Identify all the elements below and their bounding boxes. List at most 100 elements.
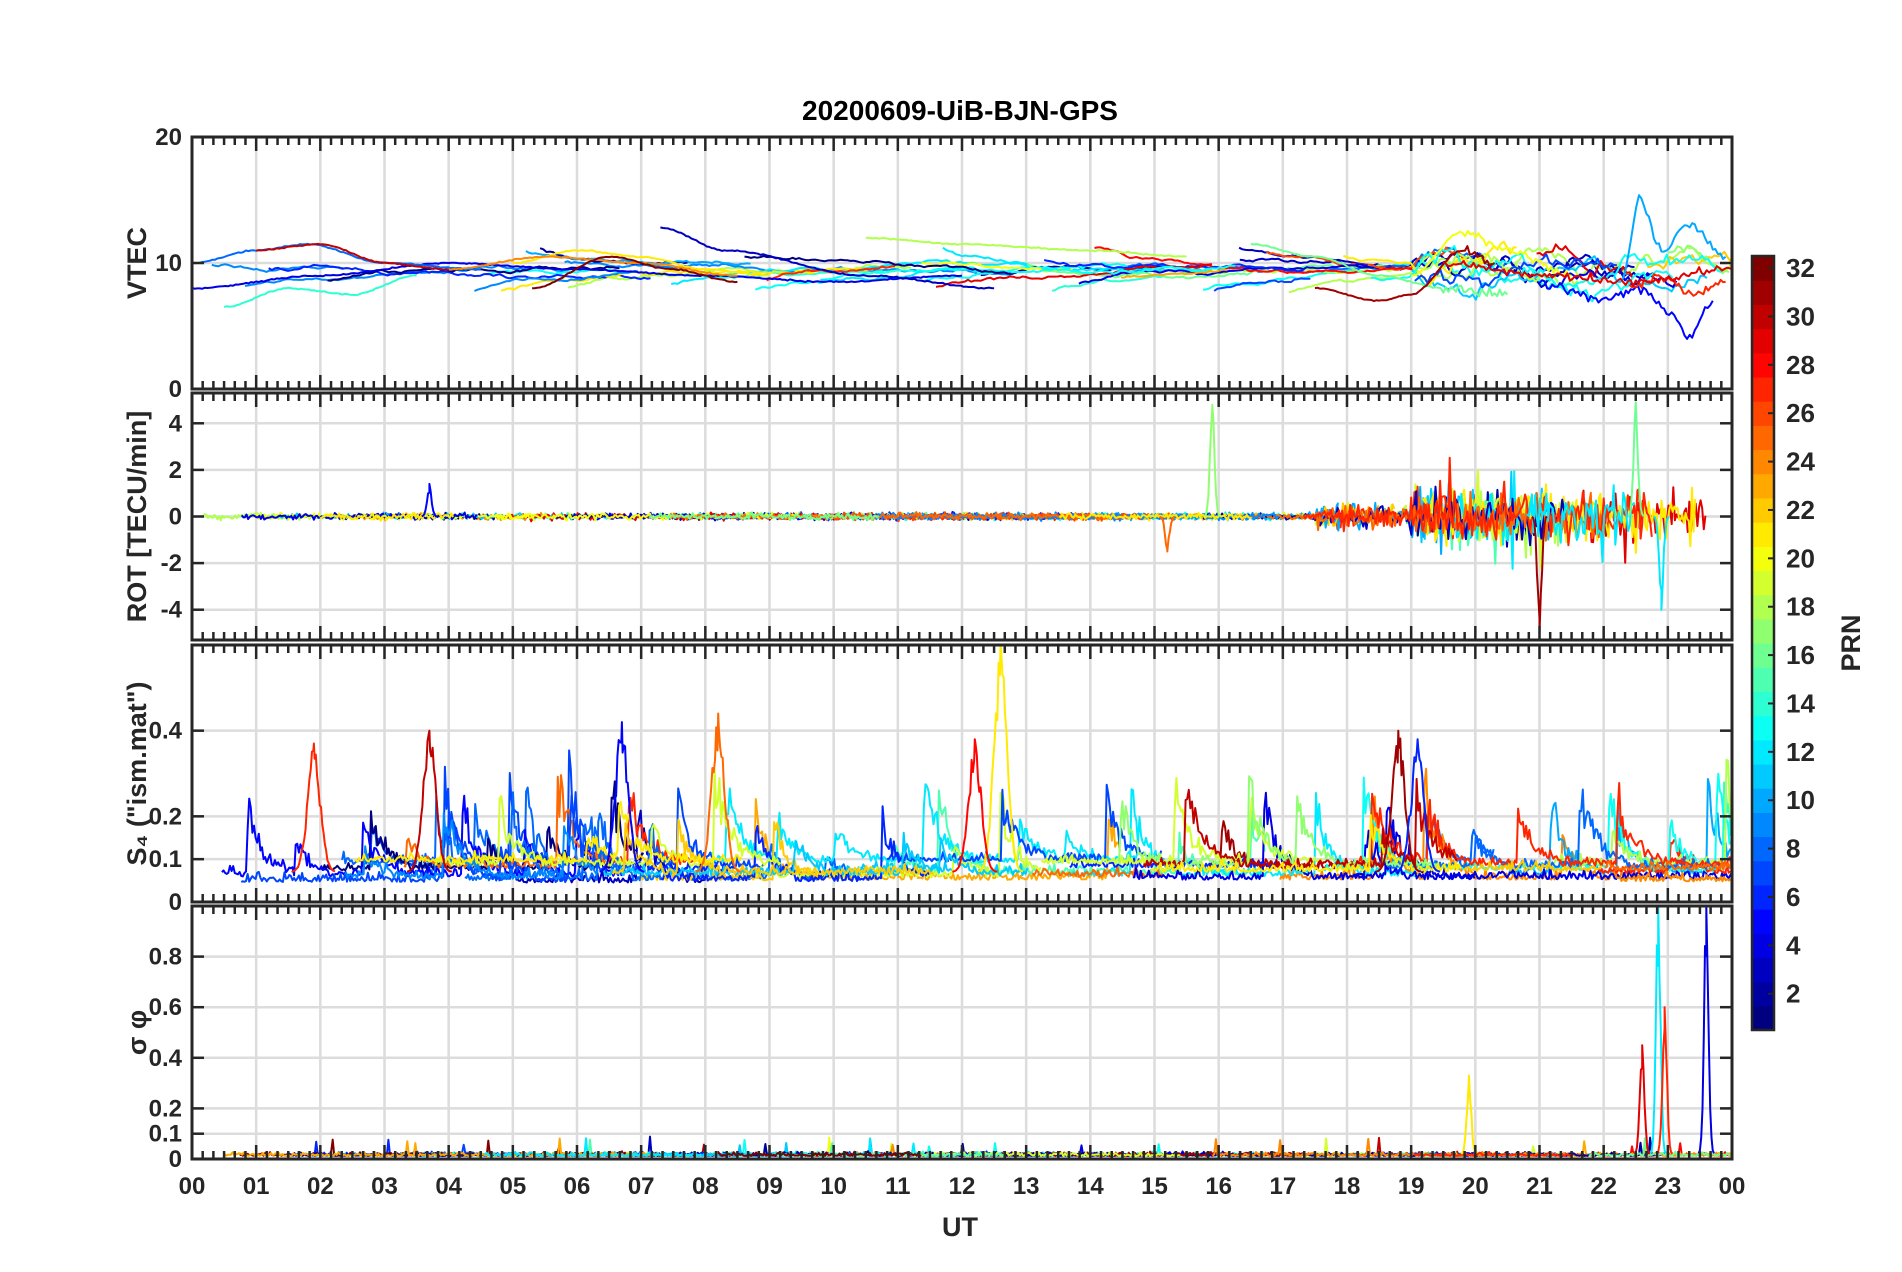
vtec-trace-prn-11 [1411,255,1708,301]
vtec-trace-prn-13 [921,264,1236,282]
rot-trace-prn-16 [648,511,880,522]
colorbar-cell-prn-13 [1752,715,1774,741]
sigma_phi-y-axis-label: σ φ [122,1010,152,1055]
colorbar-cell-prn-18 [1752,594,1774,620]
x-tick-label: 17 [1269,1173,1296,1200]
x-tick-labels: 00 01 02 03 04 05 06 07 08 09 10 11 12 13 14 15 16 17 18 19… [179,1173,1746,1200]
colorbar-cell-prn-23 [1752,473,1774,499]
vtec-trace-prn-23 [1121,268,1228,279]
s4-spike-prn-31 [1375,729,1422,873]
colorbar-cell-prn-21 [1752,522,1774,547]
colorbar-cell-prn-4 [1752,933,1774,959]
colorbar-cell-prn-6 [1752,884,1774,910]
rot-trace-prn-25 [668,511,1111,522]
rot-y-tick-label: 0 [169,504,182,531]
panel-s4: 0 0.1 0.2 0.4S₄ ("ism.mat") [122,643,1734,916]
colorbar-cell-prn-25 [1752,425,1774,451]
x-tick-label: 16 [1205,1173,1232,1200]
s4-trace-prn-25 [1031,865,1164,878]
rot-trace-prn-4 [240,511,478,521]
x-tick-label: 21 [1526,1173,1553,1200]
colorbar-cell-prn-9 [1752,812,1774,838]
colorbar-cell-prn-5 [1752,909,1774,934]
colorbar-cell-prn-1 [1752,1005,1774,1031]
s4-spike-prn-28 [952,738,998,873]
sigma_phi-y-tick-label: 0.2 [149,1095,182,1122]
colorbar-cell-prn-10 [1752,788,1774,813]
x-tick-label: 18 [1334,1173,1361,1200]
x-tick-label: 04 [435,1173,462,1200]
x-tick-label: 12 [949,1173,976,1200]
vtec-series-prn-8 [192,242,481,271]
colorbar-tick-label: 12 [1786,737,1815,767]
s4-spike-prn-21 [977,645,1024,873]
colorbar-cell-prn-3 [1752,957,1774,983]
colorbar-cell-prn-12 [1752,739,1774,765]
colorbar-tick-label: 32 [1786,253,1815,283]
sigma_phi-trace-prn-27 [1413,1150,1574,1157]
rot-traces [203,401,1707,634]
vtec-series-prn-29 [1442,260,1732,288]
vtec-trace-prn-22 [1647,250,1732,270]
colorbar-cell-prn-8 [1752,836,1774,862]
colorbar-tick-label: 26 [1786,398,1815,428]
colorbar-tick-label: 2 [1786,979,1800,1009]
vtec-series-prn-20 [1410,229,1572,277]
x-tick-label: 03 [371,1173,398,1200]
vtec-x-ticks [190,137,1734,389]
rot-spike-prn-5 [421,482,438,518]
x-tick-label: 13 [1013,1173,1040,1200]
s4-trace-prn-22 [1463,859,1603,872]
x-tick-label: 11 [885,1173,910,1200]
s4-trace-prn-5 [221,794,625,878]
rot-y-tick-label: -4 [161,597,183,624]
x-tick-label: 02 [307,1173,334,1200]
colorbar-cell-prn-28 [1752,352,1774,378]
s4-spike-prn-30 [406,729,453,873]
x-tick-label: 00 [179,1173,206,1200]
colorbar-cell-prn-20 [1752,546,1774,572]
rot-spike-prn-12 [1653,515,1670,611]
x-tick-label: 14 [1077,1173,1104,1200]
s4-trace-prn-19 [1040,776,1324,865]
colorbar-cell-prn-32 [1752,256,1774,281]
vtec-trace-prn-12 [820,266,988,282]
vtec-trace-prn-14 [1051,267,1214,292]
colorbar-cell-prn-27 [1752,376,1774,402]
x-tick-label: 06 [564,1173,591,1200]
colorbar-cell-prn-19 [1752,570,1774,596]
s4-trace-prn-9 [344,812,599,880]
colorbar-tick-label: 8 [1786,834,1800,864]
vtec-series-prn-21 [512,249,770,277]
vtec-traces [192,194,1732,340]
vtec-y-axis-label: VTEC [122,227,152,299]
vtec-series-prn-14 [223,274,417,309]
colorbar-cell-prn-29 [1752,328,1774,354]
colorbar-tick-label: 10 [1786,785,1815,815]
colorbar-cell-prn-14 [1752,691,1774,717]
colorbar-cell-prn-16 [1752,643,1774,668]
s4-traces [221,645,1732,884]
rot-x-ticks [190,393,1734,640]
s4-trace-prn-24 [1611,867,1732,883]
sigma_phi-y-tick-label: 0.6 [149,994,182,1021]
vtec-trace-prn-9 [211,263,344,273]
vtec-trace-prn-12 [942,246,1207,272]
panel-vtec: 0 10 20 VTEC [122,124,1734,403]
s4-trace-prn-22 [611,818,935,876]
sigma_phi-trace-prn-16 [1588,1137,1732,1157]
s4-trace-prn-7 [886,783,1163,863]
rot-spike-prn-16 [1627,401,1645,517]
x-tick-label: 01 [243,1173,270,1200]
vtec-trace-prn-7 [1414,253,1617,289]
colorbar-cell-prn-2 [1752,981,1774,1007]
rot-spike-prn-17 [1203,403,1221,517]
sigma_phi-y-tick-label: 0.4 [149,1045,183,1072]
x-tick-label: 08 [692,1173,719,1200]
s4-trace-prn-18 [1552,758,1732,867]
s4-trace-prn-21 [1150,814,1462,873]
rot-trace-prn-12 [1526,484,1636,563]
colorbar-tick-label: 4 [1786,930,1801,960]
x-tick-label: 09 [756,1173,783,1200]
